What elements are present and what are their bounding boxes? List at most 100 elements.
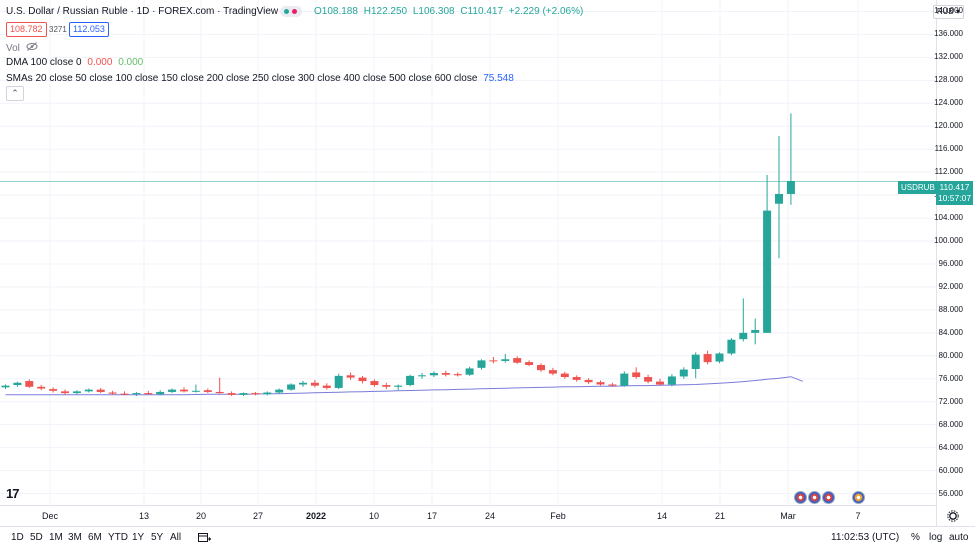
candle[interactable]: [548, 367, 557, 376]
candle[interactable]: [537, 363, 545, 372]
range-3m-button[interactable]: 3M: [68, 532, 82, 543]
collapse-legend-button[interactable]: ⌃: [6, 86, 24, 101]
candle[interactable]: [513, 356, 522, 364]
range-1m-button[interactable]: 1M: [49, 532, 63, 543]
candle[interactable]: [72, 390, 81, 395]
candle[interactable]: [382, 382, 391, 390]
candle[interactable]: [37, 385, 46, 391]
candle[interactable]: [275, 388, 284, 394]
candle[interactable]: [132, 391, 141, 396]
candle[interactable]: [394, 384, 403, 391]
candle-body: [453, 374, 462, 376]
candle[interactable]: [203, 388, 212, 394]
currency-button[interactable]: RUB ▾: [932, 5, 964, 19]
candle[interactable]: [608, 382, 617, 387]
date-range-icon[interactable]: [198, 532, 212, 546]
candle[interactable]: [227, 391, 236, 396]
candle[interactable]: [453, 372, 462, 377]
us-flag-icon[interactable]: [794, 491, 807, 504]
candle[interactable]: [679, 367, 688, 379]
candle[interactable]: [596, 380, 605, 386]
candle[interactable]: [156, 390, 165, 396]
auto-toggle[interactable]: auto: [949, 532, 969, 543]
candle[interactable]: [489, 356, 498, 364]
candle[interactable]: [61, 389, 69, 395]
candle[interactable]: [751, 318, 760, 345]
candle[interactable]: [525, 360, 534, 367]
range-1y-button[interactable]: 1Y: [132, 532, 145, 543]
vol-label[interactable]: Vol: [6, 43, 20, 54]
sma-label[interactable]: SMAs 20 close 50 close 100 close 150 clo…: [6, 73, 478, 84]
candle[interactable]: [775, 136, 783, 259]
candle[interactable]: [501, 354, 510, 363]
range-6m-button[interactable]: 6M: [88, 532, 102, 543]
candle[interactable]: [644, 374, 653, 384]
ask-price[interactable]: 112.053: [69, 22, 109, 37]
candle[interactable]: [477, 359, 486, 370]
candle[interactable]: [465, 366, 474, 376]
candle[interactable]: [572, 375, 581, 382]
candle[interactable]: [786, 113, 795, 205]
candle[interactable]: [418, 373, 426, 379]
candle[interactable]: [334, 373, 343, 390]
candle[interactable]: [263, 391, 272, 396]
candle[interactable]: [251, 391, 260, 396]
candle[interactable]: [1, 384, 10, 390]
us-flag-icon[interactable]: [822, 491, 835, 504]
candle[interactable]: [13, 381, 22, 387]
candle[interactable]: [120, 391, 129, 396]
candle[interactable]: [370, 379, 379, 387]
market-status-toggle[interactable]: [280, 6, 302, 17]
percent-toggle[interactable]: %: [911, 532, 920, 543]
candle[interactable]: [168, 388, 177, 394]
candle[interactable]: [215, 377, 224, 394]
settings-gear-icon[interactable]: [947, 509, 959, 527]
candle[interactable]: [84, 388, 93, 393]
candle[interactable]: [322, 383, 331, 390]
candle[interactable]: [703, 350, 712, 365]
candle[interactable]: [108, 390, 117, 395]
candle[interactable]: [96, 387, 105, 394]
us-flag-icon[interactable]: [808, 491, 821, 504]
candle[interactable]: [310, 379, 319, 388]
range-5y-button[interactable]: 5Y: [151, 532, 164, 543]
candle[interactable]: [180, 387, 188, 393]
candle[interactable]: [299, 381, 307, 387]
range-all-button[interactable]: All: [170, 532, 182, 543]
candle[interactable]: [239, 392, 248, 396]
candle[interactable]: [346, 372, 355, 380]
candle[interactable]: [429, 371, 438, 378]
eye-off-icon[interactable]: [26, 42, 38, 54]
candle[interactable]: [49, 387, 58, 393]
timezone-clock[interactable]: 11:02:53 (UTC): [831, 532, 900, 543]
candle[interactable]: [287, 383, 296, 391]
candle[interactable]: [691, 352, 700, 379]
candle[interactable]: [620, 371, 629, 387]
range-1d-button[interactable]: 1D: [11, 532, 24, 543]
candle[interactable]: [191, 384, 200, 393]
candle[interactable]: [667, 374, 676, 387]
candle[interactable]: [441, 370, 450, 377]
candle[interactable]: [632, 367, 641, 379]
symbol-title[interactable]: U.S. Dollar / Russian Ruble · 1D · FOREX…: [6, 6, 279, 17]
candle[interactable]: [656, 378, 664, 386]
price-chart[interactable]: [0, 0, 936, 505]
candle[interactable]: [763, 175, 772, 333]
candle[interactable]: [358, 375, 367, 384]
candle[interactable]: [715, 352, 724, 364]
candle[interactable]: [25, 379, 34, 388]
candle[interactable]: [406, 374, 415, 387]
dma-label[interactable]: DMA 100 close 0: [6, 57, 82, 68]
candle[interactable]: [560, 371, 569, 379]
range-ytd-button[interactable]: YTD: [108, 532, 128, 543]
range-5d-button[interactable]: 5D: [30, 532, 43, 543]
log-toggle[interactable]: log: [929, 532, 943, 543]
candle[interactable]: [144, 390, 153, 395]
candle[interactable]: [739, 298, 748, 342]
bid-price[interactable]: 108.782: [6, 22, 47, 37]
candle[interactable]: [727, 338, 736, 356]
tradingview-logo[interactable]: 17: [6, 486, 20, 501]
us-flag-icon[interactable]: [852, 491, 865, 504]
candle-body: [501, 359, 510, 361]
candle[interactable]: [584, 378, 593, 384]
